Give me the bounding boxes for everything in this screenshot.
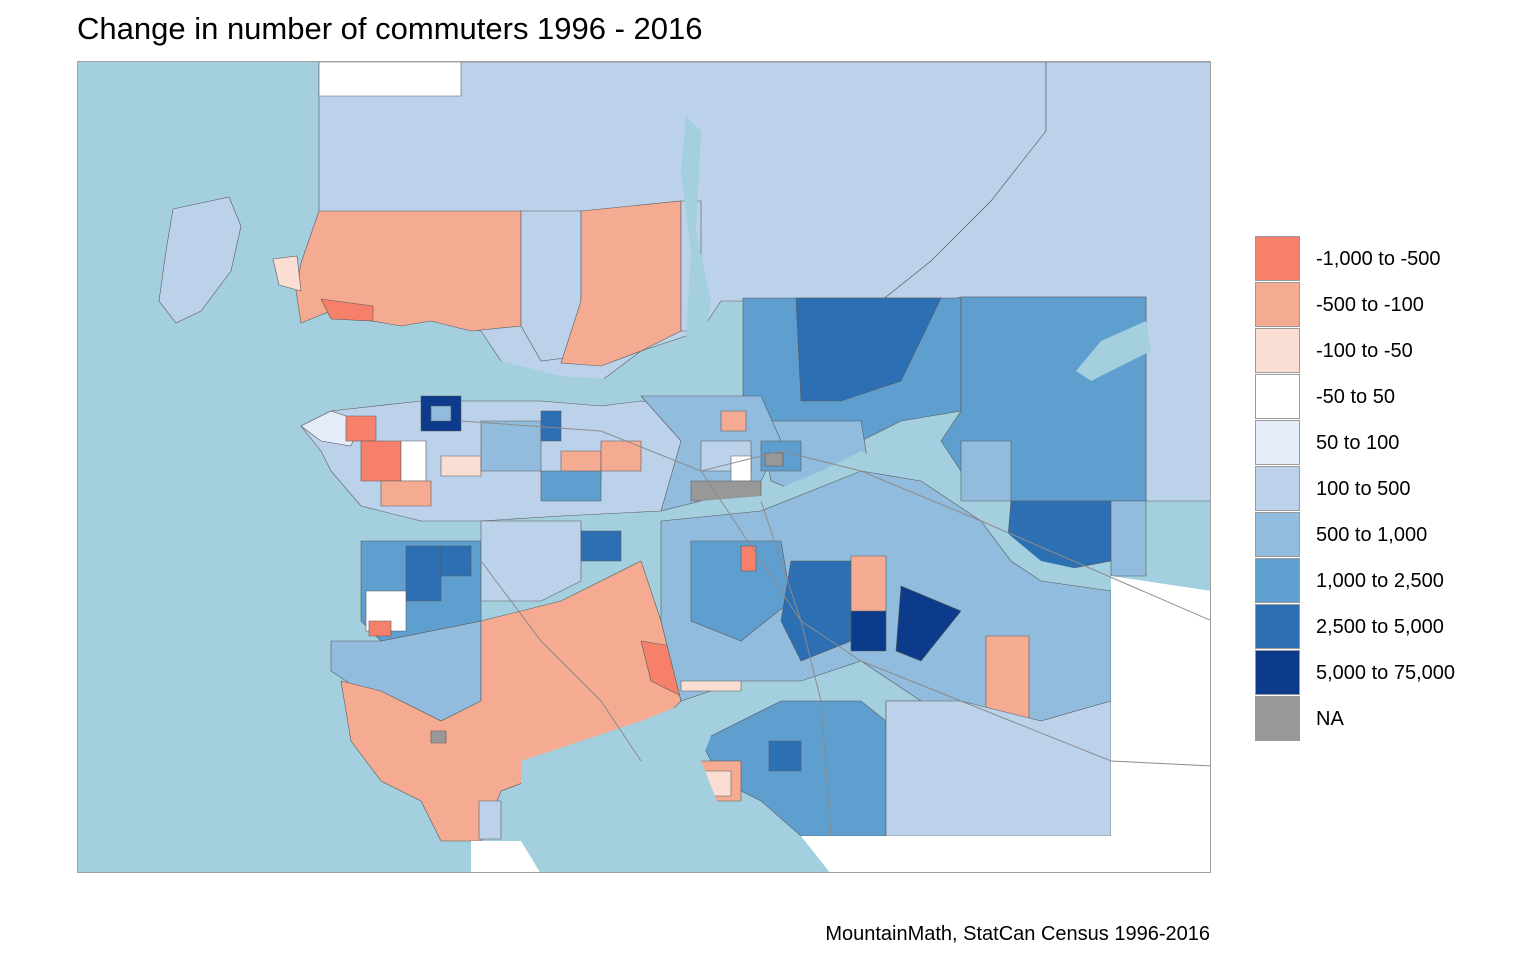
southlands <box>380 480 432 507</box>
legend-swatch <box>1255 420 1300 465</box>
legend-swatch <box>1255 650 1300 695</box>
legend-item: 100 to 500 <box>1255 466 1515 512</box>
fraser-highway <box>700 470 1210 767</box>
tsawwassen <box>478 800 502 840</box>
highway-99 <box>480 560 642 762</box>
legend-item: -1,000 to -500 <box>1255 236 1515 282</box>
bowen-island <box>158 196 242 324</box>
map-title: Change in number of commuters 1996 - 201… <box>77 11 703 46</box>
dunbar <box>360 440 402 482</box>
morgan-creek <box>768 740 802 772</box>
guildford <box>780 560 852 662</box>
legend-swatch <box>1255 236 1300 281</box>
legend-label: -100 to -50 <box>1316 340 1413 362</box>
legend-label: NA <box>1316 708 1344 730</box>
point-roberts <box>471 841 540 872</box>
source-caption: MountainMath, StatCan Census 1996-2016 <box>825 923 1210 945</box>
langley-township <box>885 700 1112 837</box>
na-tract-2 <box>430 730 447 744</box>
legend-label: 50 to 100 <box>1316 432 1400 454</box>
legend-item: 1,000 to 2,500 <box>1255 558 1515 604</box>
legend-label: -50 to 50 <box>1316 386 1395 408</box>
legend-swatch <box>1255 328 1300 373</box>
legend-label: -500 to -100 <box>1316 294 1424 316</box>
point-grey <box>345 415 377 442</box>
killarney <box>600 440 642 472</box>
burnaby-mountain <box>720 410 747 432</box>
legend-item: 500 to 1,000 <box>1255 512 1515 558</box>
strathcona <box>540 410 562 442</box>
surrey-centre <box>850 555 887 612</box>
indian-arm <box>681 116 711 361</box>
hamilton <box>580 530 622 562</box>
legend-label: -1,000 to -500 <box>1316 248 1441 270</box>
horseshoe-bay <box>272 255 302 292</box>
west-van-shore <box>320 298 374 322</box>
whalley <box>690 540 792 642</box>
fleetwood <box>850 610 887 652</box>
scott-road <box>680 680 742 692</box>
legend-swatch <box>1255 696 1300 741</box>
brighouse <box>405 545 442 602</box>
legend-item: -50 to 50 <box>1255 374 1515 420</box>
steveston <box>368 620 392 637</box>
richmond-east <box>480 520 582 602</box>
legend-swatch <box>1255 282 1300 327</box>
legend-swatch <box>1255 466 1300 511</box>
legend-swatch <box>1255 374 1300 419</box>
legend-item: 5,000 to 75,000 <box>1255 650 1515 696</box>
legend-label: 2,500 to 5,000 <box>1316 616 1444 638</box>
abbotsford-unmapped <box>1111 576 1210 836</box>
highway-1 <box>460 420 1210 621</box>
us-border-land <box>801 836 1210 872</box>
oakridge <box>440 455 482 477</box>
legend-item: 2,500 to 5,000 <box>1255 604 1515 650</box>
legend-swatch <box>1255 558 1300 603</box>
legend-label: 5,000 to 75,000 <box>1316 662 1456 684</box>
victoria-fraserview <box>540 470 602 502</box>
whonnock <box>1110 500 1147 577</box>
langley-city <box>895 585 962 662</box>
alouette-lake <box>1076 321 1151 381</box>
legend-item: -500 to -100 <box>1255 282 1515 328</box>
mount-pleasant <box>480 420 542 472</box>
legend-swatch <box>1255 604 1300 649</box>
west-end <box>430 405 452 422</box>
legend-swatch <box>1255 512 1300 557</box>
north-unmapped <box>318 62 462 97</box>
capilano <box>520 210 582 362</box>
king-george-blvd <box>760 500 832 837</box>
kerrisdale <box>400 440 427 482</box>
legend-item: 50 to 100 <box>1255 420 1515 466</box>
port-moody-east <box>960 440 1012 502</box>
boundary-bay <box>521 701 801 872</box>
legend-item: NA <box>1255 696 1515 742</box>
legend-label: 100 to 500 <box>1316 478 1411 500</box>
legend-item: -100 to -50 <box>1255 328 1515 374</box>
legend-label: 500 to 1,000 <box>1316 524 1428 546</box>
na-tract-1 <box>764 452 784 467</box>
port-coquitlam <box>795 297 942 402</box>
choropleth-map <box>77 61 1211 873</box>
legend-label: 1,000 to 2,500 <box>1316 570 1444 592</box>
aberdeen <box>440 545 472 577</box>
